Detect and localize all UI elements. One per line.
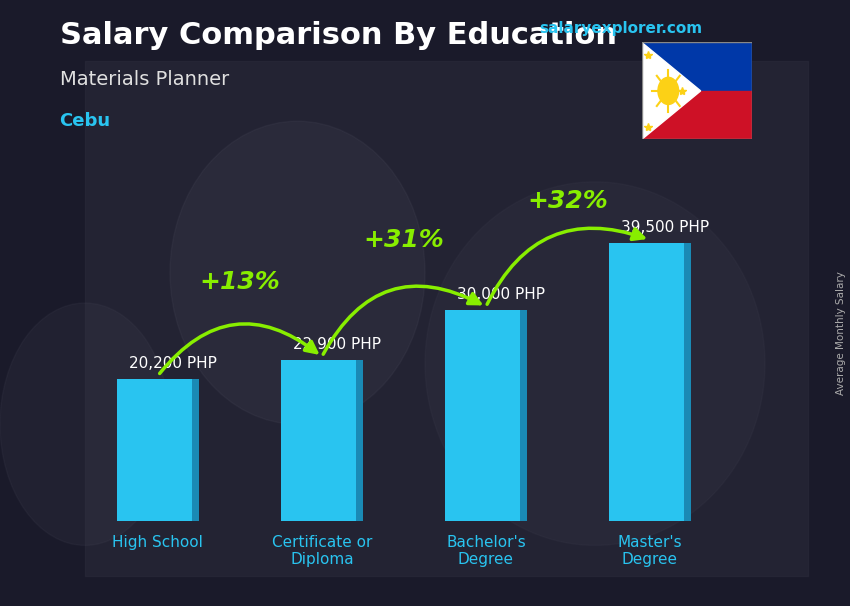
Ellipse shape [0,303,170,545]
FancyArrowPatch shape [160,324,317,373]
Text: salaryexplorer.com: salaryexplorer.com [540,21,703,36]
Bar [684,244,691,521]
Ellipse shape [425,182,765,545]
Bar [445,310,527,521]
Text: +13%: +13% [200,270,280,294]
Bar [642,91,752,139]
Text: 22,900 PHP: 22,900 PHP [293,337,381,351]
FancyArrowPatch shape [323,286,480,355]
Text: Salary Comparison By Education: Salary Comparison By Education [60,21,616,50]
Ellipse shape [170,121,425,424]
Bar [356,360,363,521]
Bar [520,310,527,521]
Bar [609,244,691,521]
Text: +32%: +32% [528,189,609,213]
Text: 20,200 PHP: 20,200 PHP [129,356,217,371]
Text: +31%: +31% [364,228,445,252]
Polygon shape [642,42,700,139]
Bar [117,379,199,521]
Bar [192,379,199,521]
Text: 39,500 PHP: 39,500 PHP [621,220,709,235]
Text: Materials Planner: Materials Planner [60,70,229,88]
Circle shape [658,78,678,104]
Text: Cebu: Cebu [60,112,110,130]
Text: Average Monthly Salary: Average Monthly Salary [836,271,846,395]
Bar [280,360,363,521]
Bar [642,42,752,91]
Text: 30,000 PHP: 30,000 PHP [457,287,545,302]
Bar [85,61,808,576]
FancyArrowPatch shape [487,228,643,304]
